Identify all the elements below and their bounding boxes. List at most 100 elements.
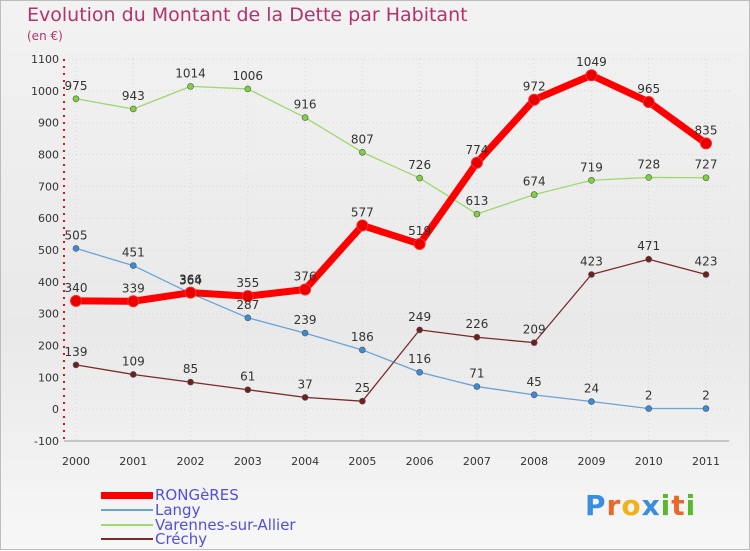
legend-item: Créchy: [101, 530, 207, 548]
series-point: [530, 191, 538, 198]
x-tick-label: 2002: [177, 455, 205, 468]
series-point: [241, 290, 254, 303]
data-label: 340: [65, 281, 88, 295]
series-point: [129, 262, 137, 269]
y-tick-label: 300: [38, 308, 59, 321]
data-label: 287: [236, 298, 259, 312]
series-point: [416, 326, 423, 334]
y-tick-label: -100: [34, 435, 59, 448]
series-point: [585, 69, 598, 82]
data-label: 71: [469, 367, 484, 381]
series-point: [530, 391, 538, 399]
series-point: [702, 174, 710, 182]
logo-letter: i: [660, 489, 672, 522]
data-label: 116: [408, 352, 431, 366]
data-label: 1049: [576, 55, 607, 69]
series-line-1: [75, 247, 707, 410]
legend-swatch: [101, 538, 153, 540]
series-point: [702, 405, 710, 412]
y-tick-label: 100: [38, 371, 59, 384]
series-point: [187, 378, 194, 386]
data-label: 24: [584, 382, 599, 396]
data-label: 774: [465, 143, 488, 157]
series-point: [244, 386, 252, 394]
series-point: [301, 394, 309, 401]
data-label: 364: [179, 273, 202, 287]
x-tick-label: 2010: [635, 455, 663, 468]
series-point: [129, 105, 137, 113]
series-point: [72, 361, 80, 369]
series-point: [356, 219, 369, 232]
series-point: [359, 148, 366, 156]
x-tick-label: 2011: [692, 455, 720, 468]
data-label: 376: [294, 269, 317, 283]
data-label: 1006: [233, 69, 264, 83]
x-tick-label: 2004: [291, 455, 319, 468]
chart-subtitle: (en €): [27, 29, 63, 43]
series-point: [416, 174, 423, 182]
series-point: [530, 339, 538, 346]
logo-letter: t: [671, 489, 686, 522]
data-label: 2: [702, 389, 710, 403]
series-point: [359, 397, 366, 405]
y-tick-label: 200: [38, 340, 59, 353]
data-label: 965: [637, 82, 660, 96]
y-tick-label: 800: [38, 149, 59, 162]
y-tick-label: 0: [52, 403, 59, 416]
y-tick-label: 1000: [31, 85, 59, 98]
series-point: [72, 95, 80, 103]
y-tick-label: 900: [38, 117, 59, 130]
series-line-3: [75, 258, 707, 402]
series-point: [473, 210, 481, 218]
chart-title: Evolution du Montant de la Dette par Hab…: [27, 4, 468, 26]
series-point: [645, 405, 653, 412]
series-point: [244, 85, 252, 93]
series-point: [528, 93, 541, 106]
series-point: [359, 346, 366, 354]
data-label: 835: [695, 123, 718, 137]
legend-swatch: [101, 524, 153, 526]
series-point: [645, 174, 653, 181]
x-tick-label: 2007: [463, 455, 491, 468]
data-label: 37: [297, 377, 312, 391]
data-label: 423: [580, 255, 603, 269]
proxiti-logo: Proxiti: [585, 489, 696, 522]
data-label: 339: [122, 281, 145, 295]
data-label: 209: [523, 323, 546, 337]
data-label: 975: [65, 79, 88, 93]
data-label: 423: [695, 255, 718, 269]
data-label: 471: [637, 239, 660, 253]
data-label: 109: [122, 354, 145, 368]
data-label: 719: [580, 160, 603, 174]
y-tick-label: 700: [38, 180, 59, 193]
x-tick-label: 2003: [234, 455, 262, 468]
x-tick-label: 2009: [577, 455, 605, 468]
x-tick-label: 2008: [520, 455, 548, 468]
y-tick-label: 1100: [31, 53, 59, 66]
logo-letter: i: [685, 489, 697, 522]
series-point: [184, 286, 197, 299]
series-point: [645, 255, 653, 263]
series-point: [413, 237, 426, 250]
data-label: 139: [65, 345, 88, 359]
data-label: 186: [351, 330, 374, 344]
series-point: [588, 176, 595, 184]
series-point: [416, 368, 423, 376]
series-point: [588, 271, 595, 278]
x-tick-label: 2005: [348, 455, 376, 468]
data-label: 807: [351, 132, 374, 146]
logo-letter: o: [621, 489, 642, 522]
y-tick-label: 600: [38, 212, 59, 225]
series-point: [70, 294, 82, 307]
series-point: [127, 295, 140, 308]
series-point: [470, 156, 483, 169]
logo-letter: r: [606, 489, 622, 522]
x-tick-label: 2001: [119, 455, 147, 468]
series-point: [700, 137, 712, 150]
legend-label: Langy: [155, 501, 201, 519]
series-point: [473, 383, 481, 390]
data-label: 45: [527, 375, 542, 389]
data-label: 674: [523, 175, 546, 189]
